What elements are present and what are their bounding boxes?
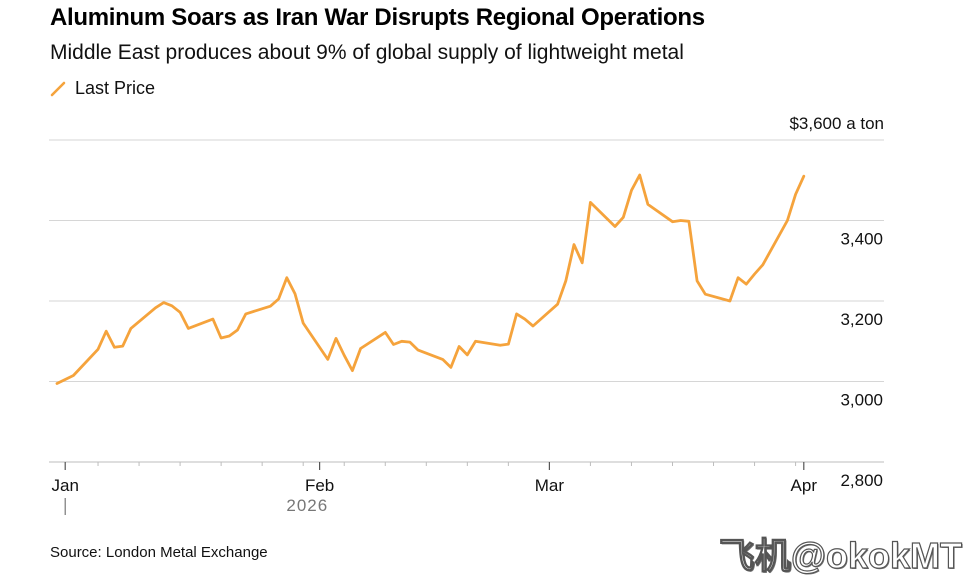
legend-line-icon (50, 81, 66, 97)
legend: Last Price (50, 78, 155, 99)
watermark: 飞机@okokMT (718, 534, 962, 576)
y-tick-label: 3,000 (840, 391, 883, 410)
x-tick-label: Mar (535, 476, 565, 495)
source-note: Source: London Metal Exchange (50, 544, 268, 561)
legend-label-last-price: Last Price (75, 78, 156, 98)
x-tick-label: Apr (791, 476, 818, 495)
year-label: 2026 (286, 496, 328, 515)
chart-title: Aluminum Soars as Iran War Disrupts Regi… (50, 4, 705, 31)
series-line-last-price (55, 173, 806, 385)
y-tick-label: 3,400 (840, 230, 883, 249)
x-tick-label: Feb (305, 476, 334, 495)
chart-subtitle: Middle East produces about 9% of global … (50, 41, 684, 64)
y-axis-unit-label: $3,600 a ton (789, 114, 884, 133)
y-tick-label: 3,200 (840, 310, 883, 329)
x-tick-label: Jan (51, 476, 78, 495)
y-tick-label: 2,800 (840, 471, 883, 490)
